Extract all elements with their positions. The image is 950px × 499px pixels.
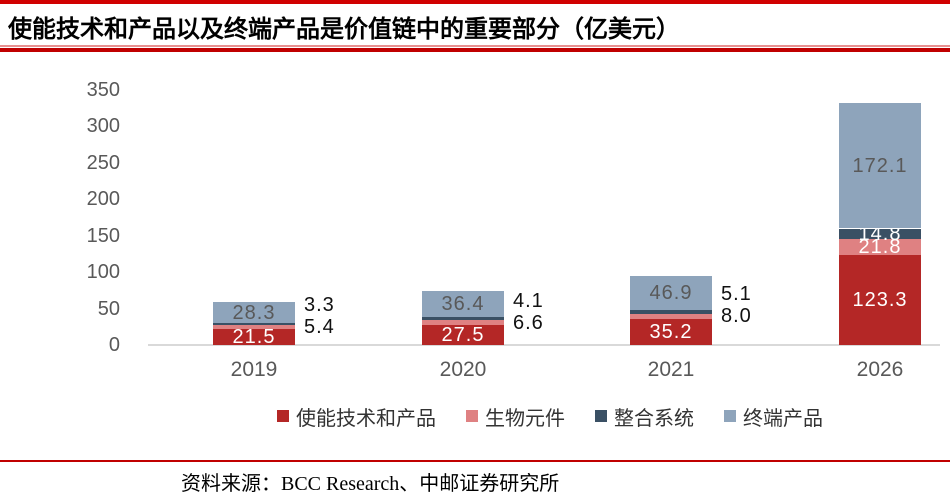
legend-label: 使能技术和产品	[296, 407, 436, 430]
bar-value-label: 21.8	[858, 236, 902, 259]
y-axis-tick-label: 250	[86, 151, 120, 174]
legend-item: 生物元件	[466, 402, 565, 431]
legend-label: 终端产品	[743, 407, 823, 430]
legend-swatch-icon	[724, 410, 736, 422]
y-axis-tick-label: 200	[86, 188, 120, 211]
bar-value-label: 172.1	[852, 154, 908, 177]
bar-value-label-outside: 8.0	[721, 305, 752, 328]
top-red-rule	[0, 0, 950, 4]
legend-label: 生物元件	[485, 407, 565, 430]
bar-value-label-outside: 3.3	[304, 294, 335, 317]
bar-segment-3	[422, 317, 504, 321]
bar-value-label-outside: 5.1	[721, 283, 752, 306]
x-axis-baseline	[148, 344, 940, 346]
bar-segment-2	[213, 325, 295, 330]
bar-value-label: 21.5	[232, 326, 276, 349]
legend-item: 终端产品	[724, 402, 823, 431]
legend-item: 整合系统	[595, 402, 694, 431]
bar-value-label: 36.4	[441, 292, 485, 315]
bar-segment-1	[630, 319, 712, 345]
chart-legend: 使能技术和产品 生物元件 整合系统 终端产品	[150, 402, 950, 431]
y-axis-tick-label: 100	[86, 261, 120, 284]
bar-value-label-outside: 5.4	[304, 316, 335, 339]
bar-segment-2	[422, 320, 504, 325]
y-axis-tick-label: 150	[86, 224, 120, 247]
x-axis-category-label: 2021	[647, 358, 695, 381]
bar-segment-2	[839, 239, 921, 256]
bar-value-label-outside: 6.6	[513, 311, 544, 334]
bar-value-label: 46.9	[649, 281, 693, 304]
y-axis-tick-label: 300	[86, 115, 120, 138]
bar-segment-4	[422, 290, 504, 318]
bar-segment-2	[630, 313, 712, 320]
bar-value-label-outside: 4.1	[513, 289, 544, 312]
y-axis-tick-label: 0	[108, 334, 120, 356]
bar-segment-4	[630, 275, 712, 310]
bar-segment-4	[213, 302, 295, 323]
bar-segment-4	[839, 103, 921, 229]
bar-segment-1	[839, 255, 921, 345]
legend-item: 使能技术和产品	[277, 402, 436, 431]
bar-value-label: 123.3	[852, 289, 908, 312]
bar-value-label: 27.5	[441, 323, 485, 346]
footer-red-rule	[0, 460, 950, 462]
legend-swatch-icon	[277, 410, 289, 422]
legend-swatch-icon	[595, 410, 607, 422]
bar-segment-3	[213, 322, 295, 326]
y-axis-tick-label: 350	[86, 79, 120, 101]
bar-value-label: 35.2	[649, 321, 693, 344]
bar-segment-3	[839, 228, 921, 240]
legend-label: 整合系统	[614, 407, 694, 430]
bar-segment-3	[630, 309, 712, 314]
y-axis-tick-label: 50	[97, 297, 120, 320]
bar-segment-1	[422, 324, 504, 345]
title-divider-light	[0, 45, 950, 47]
page-title: 使能技术和产品以及终端产品是价值链中的重要部分（亿美元）	[8, 17, 680, 43]
x-axis-category-label: 2019	[230, 358, 278, 381]
source-note: 资料来源：BCC Research、中邮证券研究所	[181, 473, 560, 495]
bar-segment-1	[213, 329, 295, 345]
legend-swatch-icon	[466, 410, 478, 422]
title-divider-dark	[0, 48, 950, 52]
x-axis-category-label: 2020	[439, 358, 487, 381]
x-axis-category-label: 2026	[856, 358, 904, 381]
bar-value-label: 28.3	[232, 301, 276, 324]
